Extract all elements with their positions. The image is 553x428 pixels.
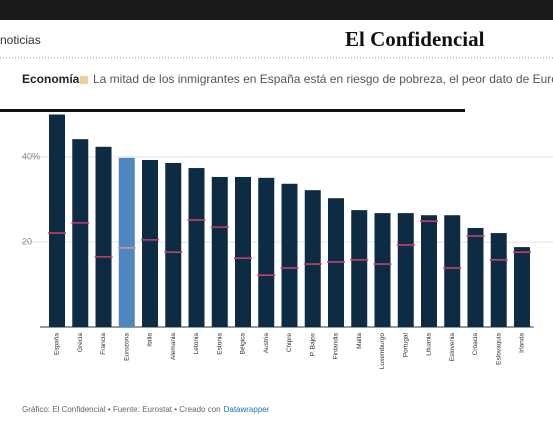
rule <box>0 109 465 112</box>
bar <box>513 247 530 327</box>
bar <box>49 114 66 327</box>
x-tick-label: Austria <box>263 333 270 354</box>
x-tick-label: Chipre <box>286 333 293 353</box>
section[interactable]: Economía <box>22 72 80 86</box>
logo[interactable]: El Confidencial <box>345 27 485 51</box>
plot: 20 40% España Grecia Francia Eurozona Italia Al… <box>20 114 553 370</box>
bar <box>420 215 437 327</box>
bar <box>444 215 461 327</box>
bar <box>165 162 182 327</box>
footer-text: Gráfico: El Confidencial • Fuente: Euros… <box>22 405 221 414</box>
headline[interactable]: La mitad de los inmigrantes en España es… <box>93 72 553 86</box>
bar <box>95 146 112 327</box>
y-tick-label: 20 <box>22 236 32 246</box>
x-tick-label: Lituania <box>426 333 433 356</box>
x-tick-label: Eurozona <box>123 333 130 361</box>
x-tick-label: Portugal <box>402 332 409 357</box>
footer-link[interactable]: Datawrapper <box>224 405 270 414</box>
x-tick-label: Luxemburgo <box>379 333 386 370</box>
x-tick-label: Estonia <box>216 333 223 355</box>
top-bar <box>0 0 553 20</box>
bar <box>72 139 89 327</box>
y-tick-label: 40% <box>22 151 40 161</box>
x-tick-label: Alemania <box>170 333 177 360</box>
bar <box>397 213 414 327</box>
x-tick-label: España <box>54 333 61 355</box>
x-tick-label: Grecia <box>77 333 84 353</box>
bar <box>258 177 275 327</box>
x-tick-label: Irlanda <box>519 333 526 353</box>
bar <box>188 168 205 327</box>
x-tick-label: Eslovaquia <box>495 333 502 365</box>
x-tick-label: Bélgica <box>240 333 247 355</box>
x-tick-label: Malta <box>356 333 363 349</box>
bar <box>467 227 484 327</box>
bar <box>490 233 507 327</box>
bar <box>304 190 321 327</box>
x-tick-label: Letonia <box>193 333 200 355</box>
bar <box>118 157 135 327</box>
x-tick-label: Croacia <box>472 333 479 356</box>
bar <box>235 176 252 327</box>
x-tick-label: Finlandia <box>333 333 340 360</box>
x-tick-label: Italia <box>147 333 154 347</box>
bar <box>281 183 298 327</box>
x-tick-label: Francia <box>100 333 107 355</box>
bar <box>211 176 228 327</box>
bar <box>374 213 391 327</box>
x-tick-label: Eslovenia <box>449 333 456 362</box>
bar <box>351 210 368 327</box>
nav-link[interactable]: noticias <box>0 33 41 47</box>
section-square <box>80 76 88 84</box>
bar <box>142 159 159 327</box>
x-tick-label: P. Bajos <box>309 332 316 356</box>
